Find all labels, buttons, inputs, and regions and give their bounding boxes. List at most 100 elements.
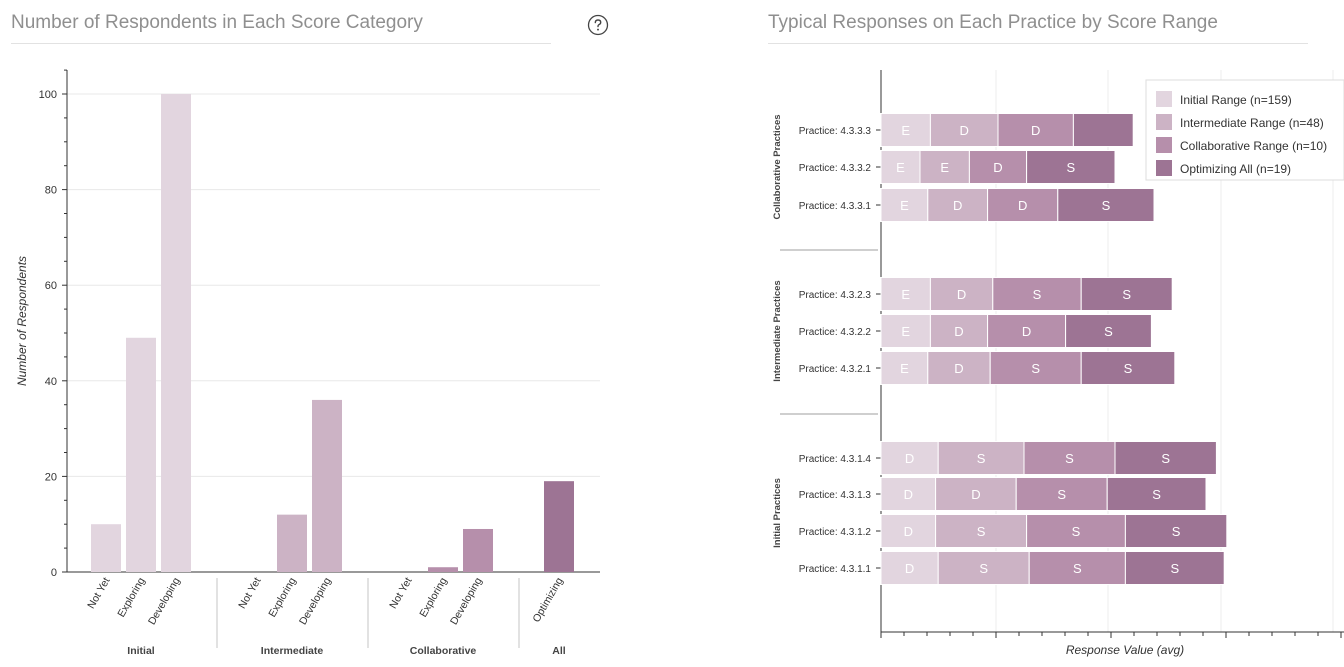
- bar-segment: [929, 113, 999, 147]
- segment-letter: D: [1018, 198, 1027, 213]
- segment-letter: E: [901, 324, 910, 339]
- legend-swatch: [1156, 160, 1172, 176]
- x-tick-label: Developing: [146, 575, 183, 627]
- bar-segment: [997, 113, 1074, 147]
- x-tick-label: Not Yet: [387, 575, 414, 610]
- group-label: Initial Practices: [772, 478, 783, 548]
- segment-letter: S: [1057, 487, 1066, 502]
- bar-segment: [880, 113, 931, 147]
- segment-letter: D: [954, 361, 963, 376]
- legend-label: Initial Range (n=159): [1180, 93, 1292, 107]
- segment-letter: E: [940, 160, 949, 175]
- segment-letter: E: [901, 123, 910, 138]
- bar-segment: [1124, 514, 1228, 548]
- group-label: Intermediate Practices: [772, 280, 783, 381]
- segment-letter: D: [1022, 324, 1031, 339]
- bar-segment: [989, 351, 1082, 385]
- segment-letter: S: [1031, 361, 1040, 376]
- left-chart-title: Number of Respondents in Each Score Cate…: [11, 12, 423, 33]
- legend-label: Collaborative Range (n=10): [1180, 139, 1327, 153]
- y-tick-label: 80: [45, 185, 57, 197]
- bar-segment: [1080, 277, 1173, 311]
- legend-swatch: [1156, 137, 1172, 153]
- bar-segment: [929, 277, 994, 311]
- segment-letter: D: [905, 451, 914, 466]
- right-chart-title: Typical Responses on Each Practice by Sc…: [768, 12, 1218, 33]
- practice-label: Practice: 4.3.1.4: [799, 454, 872, 465]
- segment-letter: S: [1170, 561, 1179, 576]
- right-title-divider: [768, 43, 1308, 44]
- bar-segment: [937, 441, 1025, 475]
- bar-segment: [1114, 441, 1217, 475]
- x-tick-label: Not Yet: [85, 575, 112, 610]
- segment-letter: D: [904, 487, 913, 502]
- segment-letter: D: [1031, 123, 1040, 138]
- x-tick-label: Exploring: [266, 575, 298, 619]
- segment-letter: S: [1065, 451, 1074, 466]
- question-circle-icon[interactable]: [587, 14, 609, 36]
- legend-label: Intermediate Range (n=48): [1180, 116, 1324, 130]
- bar-segment: [929, 314, 989, 348]
- segment-letter: E: [900, 198, 909, 213]
- segment-letter: S: [1172, 524, 1181, 539]
- bar-segment: [937, 551, 1030, 585]
- bar-segment: [880, 441, 939, 475]
- x-tick-label: Developing: [448, 575, 485, 627]
- segment-letter: S: [1033, 287, 1042, 302]
- bar-segment: [1015, 477, 1108, 511]
- segment-letter: D: [993, 160, 1002, 175]
- practice-label: Practice: 4.3.1.3: [799, 490, 872, 501]
- segment-letter: D: [905, 561, 914, 576]
- practice-label: Practice: 4.3.3.2: [799, 163, 872, 174]
- practice-label: Practice: 4.3.2.1: [799, 364, 872, 375]
- segment-letter: D: [957, 287, 966, 302]
- bar-segment: [935, 514, 1028, 548]
- respondents-bar-chart: 0 20 40 60 80 100 Number of Respondents Not Yet…: [15, 69, 600, 657]
- bar-segment: [1106, 477, 1207, 511]
- segment-letter: S: [1104, 324, 1113, 339]
- bar-segment: [927, 188, 989, 222]
- left-title-divider: [11, 43, 551, 44]
- bar-initial-not-yet: [91, 524, 121, 572]
- segment-letter: E: [896, 160, 905, 175]
- x-tick-label: Developing: [297, 575, 334, 627]
- bar-segment: [1028, 551, 1126, 585]
- bar-all-optimizing: [544, 481, 574, 572]
- segment-letter: D: [953, 198, 962, 213]
- segment-letter: S: [1102, 198, 1111, 213]
- bar-segment: [880, 188, 929, 222]
- bar-initial-developing: [161, 94, 191, 572]
- group-label: All: [552, 645, 566, 657]
- bar-collaborative-exploring: [428, 567, 458, 572]
- segment-letter: D: [954, 324, 963, 339]
- legend-swatch: [1156, 91, 1172, 107]
- bar-segment: [1080, 351, 1176, 385]
- practice-label: Practice: 4.3.2.2: [799, 327, 872, 338]
- practice-label: Practice: 4.3.1.1: [799, 564, 872, 575]
- y-axis-title: Number of Respondents: [15, 256, 29, 386]
- practice-label: Practice: 4.3.2.3: [799, 290, 872, 301]
- y-tick-label: 60: [45, 280, 57, 292]
- segment-letter: E: [900, 361, 909, 376]
- bar-segment: [880, 277, 931, 311]
- segment-letter: S: [1124, 361, 1133, 376]
- x-tick-label: Not Yet: [236, 575, 263, 610]
- segment-letter: S: [979, 561, 988, 576]
- bar-segment: [880, 514, 937, 548]
- practice-label: Practice: 4.3.3.1: [799, 201, 872, 212]
- segment-letter: S: [1066, 160, 1075, 175]
- x-tick-label: Exploring: [115, 575, 147, 619]
- y-tick-label: 20: [45, 471, 57, 483]
- practice-label: Practice: 4.3.3.3: [799, 126, 872, 137]
- bar-initial-exploring: [126, 337, 156, 572]
- bar-segment: [935, 477, 1017, 511]
- bar-intermediate-exploring: [277, 514, 307, 572]
- segment-letter: D: [960, 123, 969, 138]
- segment-letter: S: [1073, 561, 1082, 576]
- bar-segment: [968, 150, 1028, 184]
- legend-swatch: [1156, 114, 1172, 130]
- bar-segment: [1072, 113, 1134, 147]
- legend-box: [1145, 79, 1344, 181]
- bar-segment: [927, 351, 991, 385]
- bar-segment: [1065, 314, 1152, 348]
